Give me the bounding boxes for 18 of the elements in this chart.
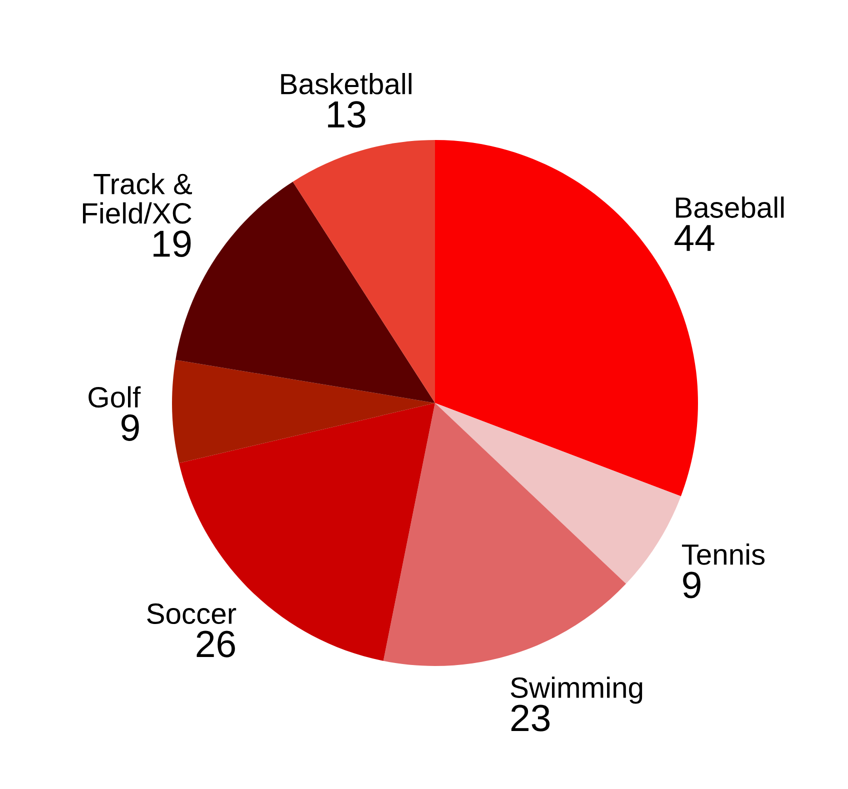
pie-slice bbox=[435, 403, 681, 584]
pie-slice bbox=[172, 360, 435, 464]
data-label: 13 bbox=[328, 101, 366, 128]
slice-label: Track & Field/XC bbox=[82, 172, 192, 224]
slice-label: Soccer bbox=[147, 603, 236, 624]
data-label: 26 bbox=[196, 630, 235, 658]
slice-label: Baseball bbox=[676, 196, 784, 218]
slice-label: Basketball bbox=[281, 72, 412, 94]
slice-label: Golf bbox=[88, 386, 141, 408]
data-label: 23 bbox=[511, 704, 550, 732]
data-label: 19 bbox=[154, 230, 191, 258]
data-label: 9 bbox=[122, 414, 139, 441]
slice-label: Swimming bbox=[510, 676, 642, 704]
data-label: 9 bbox=[683, 572, 700, 598]
data-label: 44 bbox=[674, 225, 714, 251]
pie-slice bbox=[383, 403, 626, 666]
pie-slice bbox=[292, 140, 435, 403]
slice-label: Tennis bbox=[682, 544, 765, 565]
